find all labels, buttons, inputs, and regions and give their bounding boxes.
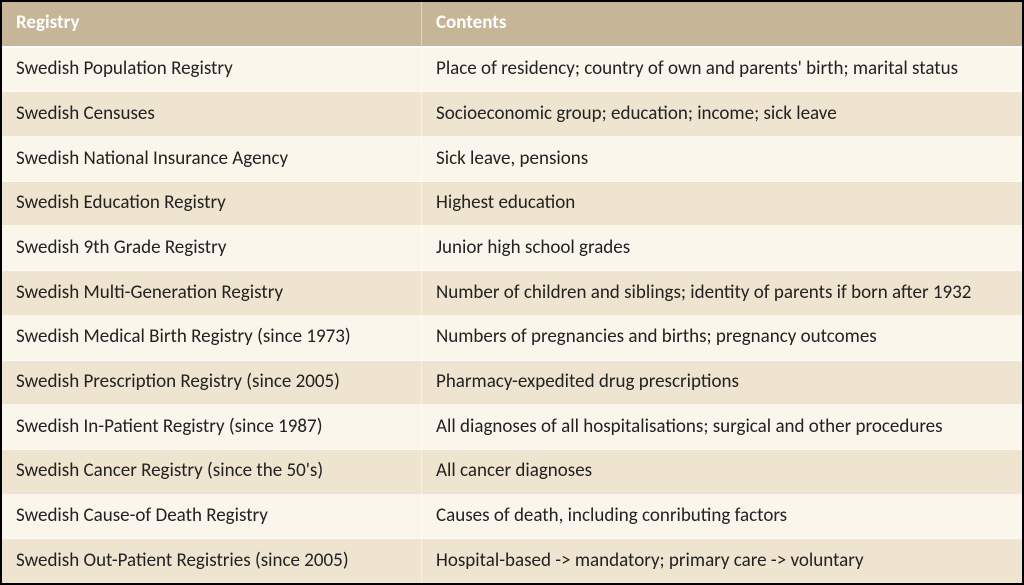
table-row: Swedish Cause-of Death Registry Causes o… [2,495,1022,540]
cell-contents: All cancer diagnoses [422,450,1022,494]
cell-registry: Swedish Population Registry [2,48,422,92]
column-header-contents: Contents [422,2,1022,46]
table-row: Swedish Population Registry Place of res… [2,48,1022,93]
cell-registry: Swedish Education Registry [2,182,422,226]
cell-contents: Causes of death, including conributing f… [422,495,1022,539]
cell-registry: Swedish In-Patient Registry (since 1987) [2,405,422,449]
table-row: Swedish Out-Patient Registries (since 20… [2,539,1022,583]
cell-contents: All diagnoses of all hospitalisations; s… [422,405,1022,449]
cell-contents: Junior high school grades [422,226,1022,270]
registry-table: Registry Contents Swedish Population Reg… [0,0,1024,585]
cell-contents: Sick leave, pensions [422,137,1022,181]
table-row: Swedish 9th Grade Registry Junior high s… [2,226,1022,271]
table-row: Swedish Prescription Registry (since 200… [2,361,1022,406]
table-row: Swedish Medical Birth Registry (since 19… [2,316,1022,361]
table-row: Swedish National Insurance Agency Sick l… [2,137,1022,182]
cell-contents: Highest education [422,182,1022,226]
table-row: Swedish Education Registry Highest educa… [2,182,1022,227]
cell-registry: Swedish Cancer Registry (since the 50's) [2,450,422,494]
cell-registry: Swedish 9th Grade Registry [2,226,422,270]
table-row: Swedish In-Patient Registry (since 1987)… [2,405,1022,450]
cell-contents: Number of children and siblings; identit… [422,271,1022,315]
table-row: Swedish Cancer Registry (since the 50's)… [2,450,1022,495]
cell-contents: Place of residency; country of own and p… [422,48,1022,92]
cell-contents: Socioeconomic group; education; income; … [422,92,1022,136]
cell-registry: Swedish Out-Patient Registries (since 20… [2,539,422,583]
cell-registry: Swedish Multi-Generation Registry [2,271,422,315]
cell-registry: Swedish Medical Birth Registry (since 19… [2,316,422,360]
cell-registry: Swedish Censuses [2,92,422,136]
table-header-row: Registry Contents [2,2,1022,48]
table-row: Swedish Censuses Socioeconomic group; ed… [2,92,1022,137]
cell-registry: Swedish Cause-of Death Registry [2,495,422,539]
cell-registry: Swedish National Insurance Agency [2,137,422,181]
cell-contents: Pharmacy-expedited drug prescriptions [422,361,1022,405]
cell-contents: Numbers of pregnancies and births; pregn… [422,316,1022,360]
cell-registry: Swedish Prescription Registry (since 200… [2,361,422,405]
table-row: Swedish Multi-Generation Registry Number… [2,271,1022,316]
cell-contents: Hospital-based -> mandatory; primary car… [422,539,1022,583]
column-header-registry: Registry [2,2,422,46]
